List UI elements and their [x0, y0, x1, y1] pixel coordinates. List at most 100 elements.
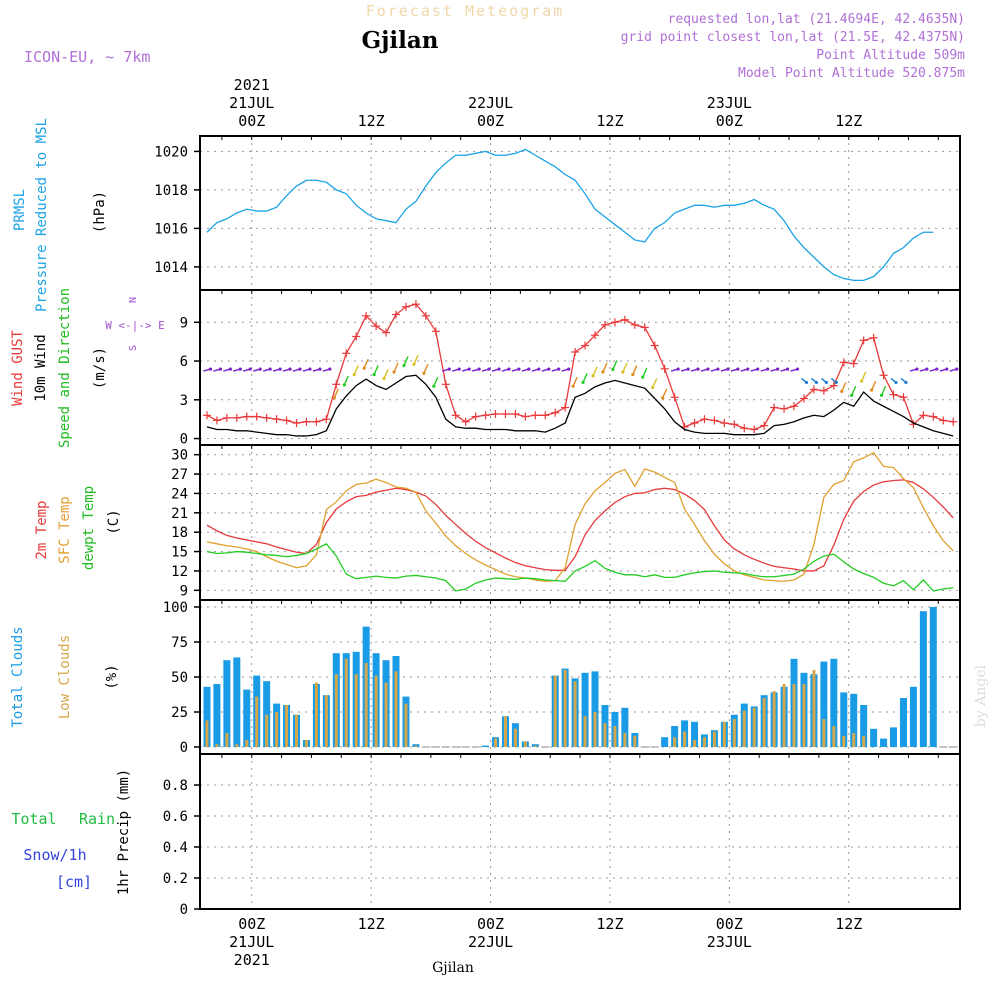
wind-arrow-head: [746, 367, 750, 371]
requested-coords: requested lon,lat (21.4694E, 42.4635N): [668, 12, 965, 27]
total-cloud-bar: [830, 658, 838, 747]
low-cloud-bar: [553, 675, 557, 747]
wind-arrow-head: [686, 367, 690, 371]
wind-direction-arrow: [373, 365, 379, 375]
total-cloud-bar: [243, 689, 251, 747]
y-tick-label: 24: [171, 486, 188, 502]
total-cloud-bar: [223, 660, 231, 747]
wind-direction-arrow: [363, 358, 369, 369]
wind-arrow-head: [477, 367, 481, 371]
temp-unit: (C): [106, 509, 122, 534]
low-cloud-bar: [304, 740, 308, 747]
low-cloud-bar: [533, 745, 537, 747]
low-cloud-bar: [852, 733, 856, 747]
sfctemp-line: [206, 451, 954, 582]
model-label: ICON-EU, ~ 7km: [24, 48, 150, 66]
wind-arrow-head: [766, 367, 770, 371]
wind-direction-arrow: [393, 362, 399, 373]
compass-we: W <-|-> E: [105, 319, 165, 332]
top-time-label: 23JUL: [707, 94, 752, 112]
low-cloud-bar: [523, 741, 527, 747]
bottom-time-label: 23JUL: [707, 933, 752, 951]
wind-arrow-head: [328, 367, 332, 371]
wind-arrow-head: [352, 372, 356, 377]
low-cloud-bar: [394, 671, 398, 747]
wind-arrow-head: [467, 367, 471, 371]
y-tick-label: 75: [171, 635, 188, 651]
low-cloud-bar: [772, 691, 776, 747]
wind-arrow-head: [447, 367, 451, 371]
wind-arrow-head: [298, 367, 302, 371]
temp2m-label: 2m Temp: [34, 500, 50, 559]
wind-arrow-head: [308, 367, 312, 371]
wind-arrow-head: [318, 367, 322, 371]
low-cloud-bar: [762, 698, 766, 747]
compass-n: N: [128, 297, 139, 303]
wind-arrow-head: [621, 370, 625, 374]
wind-arrow-head: [904, 380, 908, 385]
low-cloud-bar: [683, 731, 687, 747]
wind-arrow-head: [382, 376, 386, 381]
wind-direction-arrow: [413, 354, 419, 365]
wind-arrow-head: [850, 393, 854, 397]
wind-direction-arrow: [622, 362, 628, 373]
low-cloud-bar: [324, 695, 328, 747]
y-tick-label: 0.6: [163, 809, 188, 825]
low-cloud-bar: [573, 681, 577, 747]
wind-arrow-head: [457, 367, 461, 371]
low-cloud-bar: [752, 707, 756, 747]
low-cloud-bar: [245, 740, 249, 747]
gust-line: [206, 303, 954, 431]
wind-arrow-head: [487, 367, 491, 371]
wind-arrow-head: [726, 367, 730, 371]
low-cloud-bar: [354, 674, 358, 747]
y-tick-label: 1018: [154, 183, 188, 199]
low-cloud-bar: [225, 733, 229, 747]
bottom-time-label: 21JUL: [229, 933, 274, 951]
y-tick-label: 0.4: [163, 840, 188, 856]
low-cloud-bar: [255, 696, 259, 747]
y-tick-label: 0.2: [163, 871, 188, 887]
wind-unit: (m/s): [92, 347, 108, 389]
plot-area: 1014101610181020036991215182124273002550…: [154, 76, 961, 969]
point-altitude: Point Altitude 509m: [816, 48, 965, 63]
gridpoint-coords: grid point closest lon,lat (21.5E, 42.43…: [621, 30, 965, 45]
y-tick-label: 9: [180, 583, 188, 599]
wind-arrow-head: [537, 367, 541, 371]
wind-direction-arrow: [592, 366, 598, 377]
wind-arrow-head: [915, 367, 919, 371]
clouds-unit: (%): [104, 664, 120, 689]
top-time-label: 00Z: [716, 112, 743, 130]
total-cloud-bar: [850, 693, 858, 747]
wind-direction-arrow: [880, 385, 887, 396]
y-tick-label: 21: [171, 506, 188, 522]
wind-arrow-head: [661, 396, 665, 400]
total-cloud-bar: [691, 721, 699, 747]
top-title: Forecast Meteogram: [366, 2, 565, 20]
wind-direction-arrow: [343, 375, 349, 386]
low-cloud-bar: [742, 710, 746, 747]
precip-snow-label: Snow/1h: [23, 846, 86, 864]
wind-arrow-head: [238, 367, 242, 371]
y-tick-label: 50: [171, 670, 188, 686]
wind-arrow-head: [581, 380, 585, 384]
total-cloud-bar: [591, 671, 599, 747]
wind-arrow-head: [507, 367, 511, 371]
precip-axis-label: 1hr Precip (mm): [116, 769, 132, 895]
low-cloud-bar: [583, 716, 587, 747]
wind-arrow-head: [935, 367, 939, 371]
y-tick-label: 0: [180, 902, 188, 918]
wind-direction-arrow: [861, 371, 867, 382]
low-cloud-bar: [702, 737, 706, 747]
wind-arrow-head: [945, 367, 949, 371]
low-cloud-bar: [693, 740, 697, 747]
wind-arrow-head: [785, 367, 790, 371]
y-tick-label: 0: [180, 740, 188, 756]
y-tick-label: 27: [171, 467, 188, 483]
low-cloud-bar: [802, 684, 806, 747]
wind-direction-arrow: [841, 382, 847, 392]
wind-arrow-head: [795, 367, 800, 371]
bottom-time-label: 22JUL: [468, 933, 513, 951]
wind-direction-arrow: [602, 362, 608, 373]
